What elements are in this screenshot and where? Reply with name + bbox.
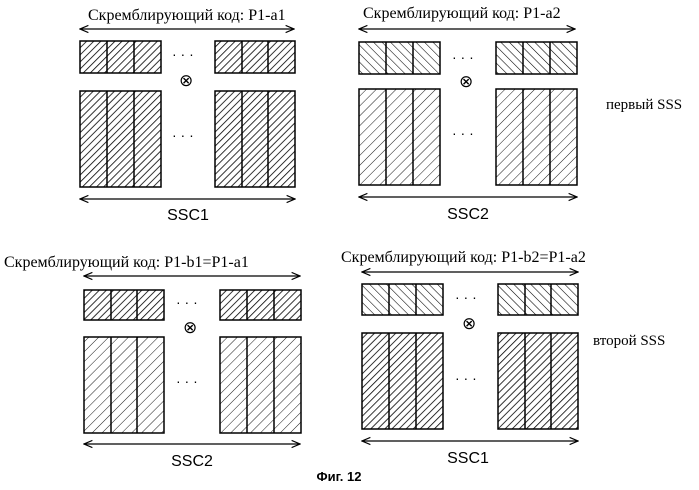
panel-bottom-left: Скремблирующий код: P1-b1=P1-a1 · · · ⊗ … bbox=[4, 254, 301, 470]
scrambling-code-label: Скремблирующий код: P1-b1=P1-a1 bbox=[4, 254, 249, 271]
code-block-left bbox=[84, 290, 164, 320]
panel-top-left: Скремблирующий код: P1-a1 · · · ⊗ · · · … bbox=[80, 7, 295, 224]
ssc-label: SSC1 bbox=[167, 207, 209, 224]
sequence-block-right bbox=[215, 91, 295, 187]
sequence-block-right bbox=[496, 89, 577, 185]
ssc-label: SSC1 bbox=[447, 450, 489, 467]
scrambling-code-label: Скремблирующий код: P1-a2 bbox=[363, 5, 561, 22]
sequence-block-left bbox=[362, 333, 443, 429]
ellipsis-top: · · · bbox=[172, 46, 194, 62]
ellipsis-top: · · · bbox=[452, 49, 474, 65]
code-block-right bbox=[220, 290, 301, 320]
sequence-block-left bbox=[84, 337, 164, 433]
ssc-label: SSC2 bbox=[447, 206, 489, 223]
multiply-symbol: ⊗ bbox=[183, 318, 197, 337]
panel-bottom-right: Скремблирующий код: P1-b2=P1-a2 · · · ⊗ … bbox=[341, 249, 586, 467]
code-block-left bbox=[80, 41, 161, 73]
ssc-label: SSC2 bbox=[171, 453, 213, 470]
ellipsis-bottom: · · · bbox=[176, 373, 198, 389]
sequence-block-right bbox=[220, 337, 301, 433]
second-sss-label: второй SSS bbox=[593, 333, 665, 349]
ellipsis-bottom: · · · bbox=[452, 125, 474, 141]
sequence-block-left bbox=[359, 89, 440, 185]
multiply-symbol: ⊗ bbox=[459, 72, 473, 91]
first-sss-label: первый SSS bbox=[606, 97, 682, 113]
scrambling-code-label: Скремблирующий код: P1-b2=P1-a2 bbox=[341, 249, 586, 266]
multiply-symbol: ⊗ bbox=[462, 314, 476, 333]
multiply-symbol: ⊗ bbox=[179, 71, 193, 90]
code-block-right bbox=[215, 41, 295, 73]
code-block-left bbox=[359, 42, 440, 74]
scrambling-code-label: Скремблирующий код: P1-a1 bbox=[88, 7, 286, 24]
ellipsis-top: · · · bbox=[176, 294, 198, 310]
sequence-block-left bbox=[80, 91, 161, 187]
sequence-block-right bbox=[498, 333, 578, 429]
figure-caption: Фиг. 12 bbox=[317, 469, 362, 484]
ellipsis-bottom: · · · bbox=[172, 127, 194, 143]
code-block-right bbox=[496, 42, 577, 74]
ellipsis-top: · · · bbox=[455, 289, 477, 305]
ellipsis-bottom: · · · bbox=[455, 370, 477, 386]
panel-top-right: Скремблирующий код: P1-a2 · · · ⊗ · · · … bbox=[359, 5, 577, 223]
code-block-right bbox=[498, 284, 578, 315]
code-block-left bbox=[362, 284, 443, 315]
